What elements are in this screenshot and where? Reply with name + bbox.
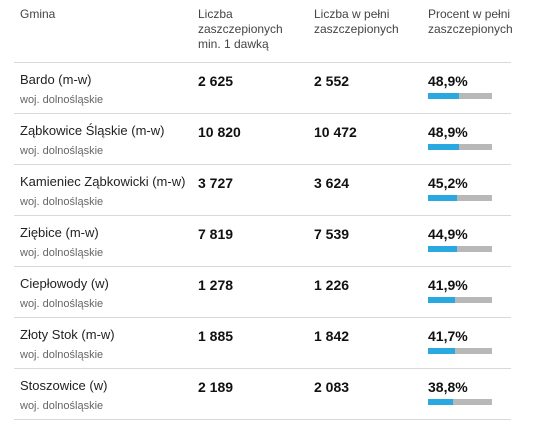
percent-value: 41,9% [428, 277, 468, 293]
header-min-one-dose: Liczba zaszczepionych min. 1 dawką [198, 7, 283, 51]
region-label: woj. dolnośląskie [20, 298, 104, 310]
header-gmina: Gmina [20, 7, 56, 21]
percent-bar-fill [428, 195, 457, 201]
fully-vaccinated-count: 10 472 [314, 124, 357, 140]
region-label: woj. dolnośląskie [20, 247, 104, 259]
percent-bar [428, 348, 492, 354]
region-label: woj. dolnośląskie [20, 400, 104, 412]
vaccination-table: Gmina Liczba zaszczepionych min. 1 dawką… [14, 0, 513, 420]
municipality-name: Ząbkowice Śląskie (m-w) [20, 123, 165, 138]
table-row: Ciepłowody (w) woj. dolnośląskie 1 278 1… [14, 266, 511, 317]
min-one-dose-count: 3 727 [198, 175, 234, 191]
min-one-dose-count: 2 625 [198, 73, 234, 89]
percent-bar [428, 399, 492, 405]
fully-vaccinated-count: 2 552 [314, 73, 350, 89]
percent-value: 48,9% [428, 73, 468, 89]
percent-bar [428, 246, 492, 252]
min-one-dose-count: 2 189 [198, 379, 234, 395]
percent-bar-fill [428, 93, 460, 99]
min-one-dose-count: 7 819 [198, 226, 234, 242]
table-header: Gmina Liczba zaszczepionych min. 1 dawką… [14, 0, 513, 62]
municipality-name: Ciepłowody (w) [20, 276, 109, 291]
percent-bar-fill [428, 348, 455, 354]
municipality-name: Złoty Stok (m-w) [20, 327, 115, 342]
percent-value: 41,7% [428, 328, 468, 344]
table-row: Ziębice (m-w) woj. dolnośląskie 7 819 7 … [14, 215, 511, 266]
percent-bar [428, 195, 492, 201]
region-label: woj. dolnośląskie [20, 196, 104, 208]
table-row: Bardo (m-w) woj. dolnośląskie 2 625 2 55… [14, 62, 511, 113]
municipality-name: Stoszowice (w) [20, 378, 108, 393]
percent-value: 44,9% [428, 226, 468, 242]
fully-vaccinated-count: 1 226 [314, 277, 350, 293]
percent-bar [428, 144, 492, 150]
min-one-dose-count: 10 820 [198, 124, 241, 140]
fully-vaccinated-count: 1 842 [314, 328, 350, 344]
percent-value: 48,9% [428, 124, 468, 140]
min-one-dose-count: 1 885 [198, 328, 234, 344]
table-row: Stoszowice (w) woj. dolnośląskie 2 189 2… [14, 368, 511, 420]
percent-value: 45,2% [428, 175, 468, 191]
municipality-name: Kamieniec Ząbkowicki (m-w) [20, 174, 186, 189]
header-fully-vaccinated: Liczba w pełni zaszczepionych [314, 7, 399, 36]
region-label: woj. dolnośląskie [20, 145, 104, 157]
municipality-name: Bardo (m-w) [20, 72, 92, 87]
fully-vaccinated-count: 3 624 [314, 175, 350, 191]
percent-bar-fill [428, 399, 453, 405]
table-row: Złoty Stok (m-w) woj. dolnośląskie 1 885… [14, 317, 511, 368]
percent-bar-fill [428, 144, 460, 150]
table-row: Ząbkowice Śląskie (m-w) woj. dolnośląski… [14, 113, 511, 164]
percent-bar [428, 93, 492, 99]
table-row: Kamieniec Ząbkowicki (m-w) woj. dolnoślą… [14, 164, 511, 215]
fully-vaccinated-count: 7 539 [314, 226, 350, 242]
percent-value: 38,8% [428, 379, 468, 395]
min-one-dose-count: 1 278 [198, 277, 234, 293]
municipality-name: Ziębice (m-w) [20, 225, 99, 240]
region-label: woj. dolnośląskie [20, 94, 104, 106]
fully-vaccinated-count: 2 083 [314, 379, 350, 395]
region-label: woj. dolnośląskie [20, 349, 104, 361]
percent-bar-fill [428, 297, 455, 303]
percent-bar [428, 297, 492, 303]
header-percent-fully-vaccinated: Procent w pełni zaszczepionych [428, 7, 513, 36]
percent-bar-fill [428, 246, 457, 252]
